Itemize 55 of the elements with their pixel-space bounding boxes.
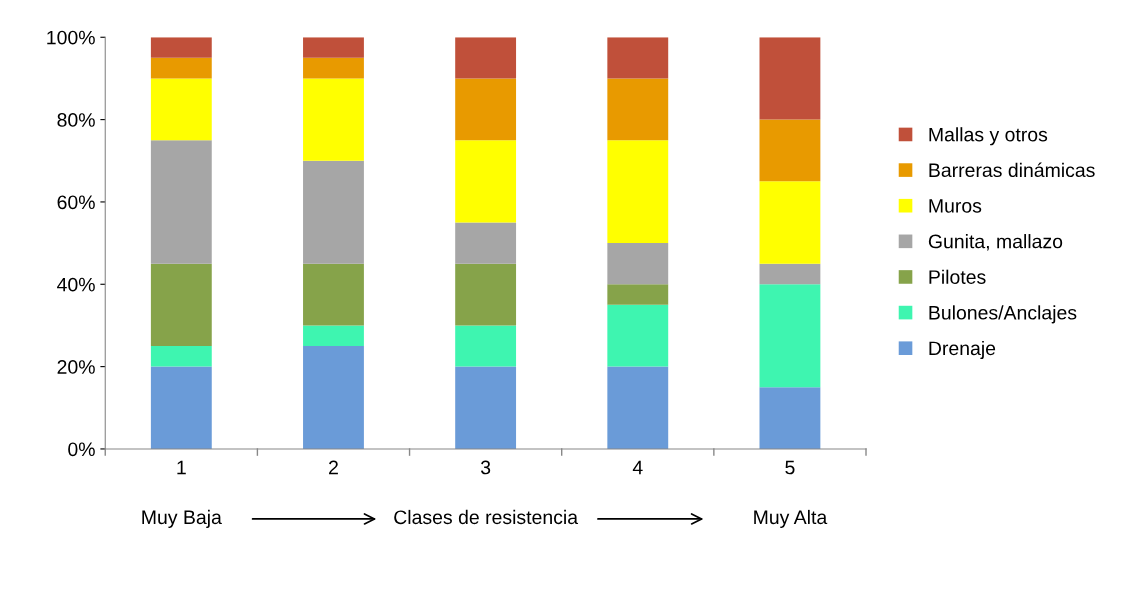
bar: [455, 37, 517, 79]
bar: [303, 263, 364, 326]
bar: [759, 387, 821, 449]
legend-label: Mallas y otros: [929, 127, 1048, 146]
legend-label: Bulones/Anclajes: [929, 305, 1077, 324]
bar: [607, 304, 669, 367]
bar: [303, 325, 364, 347]
bar: [759, 181, 821, 264]
bar: [150, 366, 212, 449]
bar: [303, 57, 364, 79]
bar: [607, 243, 669, 285]
bar: [759, 119, 821, 182]
y-tick-label: 60%: [57, 195, 95, 210]
bar: [607, 78, 669, 141]
bar: [455, 78, 517, 141]
legend-label: Pilotes: [929, 269, 986, 284]
bar: [455, 263, 517, 326]
y-tick-label: 80%: [57, 113, 95, 127]
bar: [759, 263, 821, 285]
legend-label: Barreras dinámicas: [929, 162, 1095, 178]
bar: [759, 37, 821, 120]
bar: [150, 37, 212, 58]
bar: [303, 37, 364, 58]
y-tick-label: 20%: [57, 360, 95, 374]
y-tick-label: 100%: [47, 30, 95, 45]
bar: [607, 37, 669, 79]
x-tick-label: 5: [785, 460, 795, 475]
bar: [150, 263, 212, 347]
text: Muy Alta: [754, 509, 828, 528]
legend-label: Gunita, mallazo: [928, 234, 1063, 251]
bar: [607, 284, 669, 305]
bar: [303, 346, 364, 449]
bar: [455, 366, 517, 449]
bar: [150, 140, 212, 264]
x-tick-label: 2: [329, 460, 338, 475]
bar: [455, 325, 517, 367]
bar: [150, 346, 212, 367]
bar: [150, 57, 212, 79]
bar: [455, 222, 517, 264]
x-tick-label: 3: [480, 460, 491, 475]
x-axis-title: Clases de resistencia: [394, 509, 579, 525]
bar: [150, 78, 212, 141]
y-tick-label: 40%: [57, 277, 95, 292]
x-tick-label: 4: [632, 460, 643, 475]
legend-label: Muros: [929, 199, 982, 213]
text: Muy Baja: [142, 509, 222, 528]
bar: [607, 366, 669, 449]
bar: [303, 160, 364, 264]
bar: [303, 78, 364, 161]
y-tick-label: 0%: [68, 442, 95, 457]
bar: [607, 140, 669, 244]
bar: [455, 140, 517, 223]
x-tick-label: 1: [177, 460, 186, 475]
legend-label: Drenaje: [929, 340, 996, 360]
bar: [759, 284, 821, 388]
